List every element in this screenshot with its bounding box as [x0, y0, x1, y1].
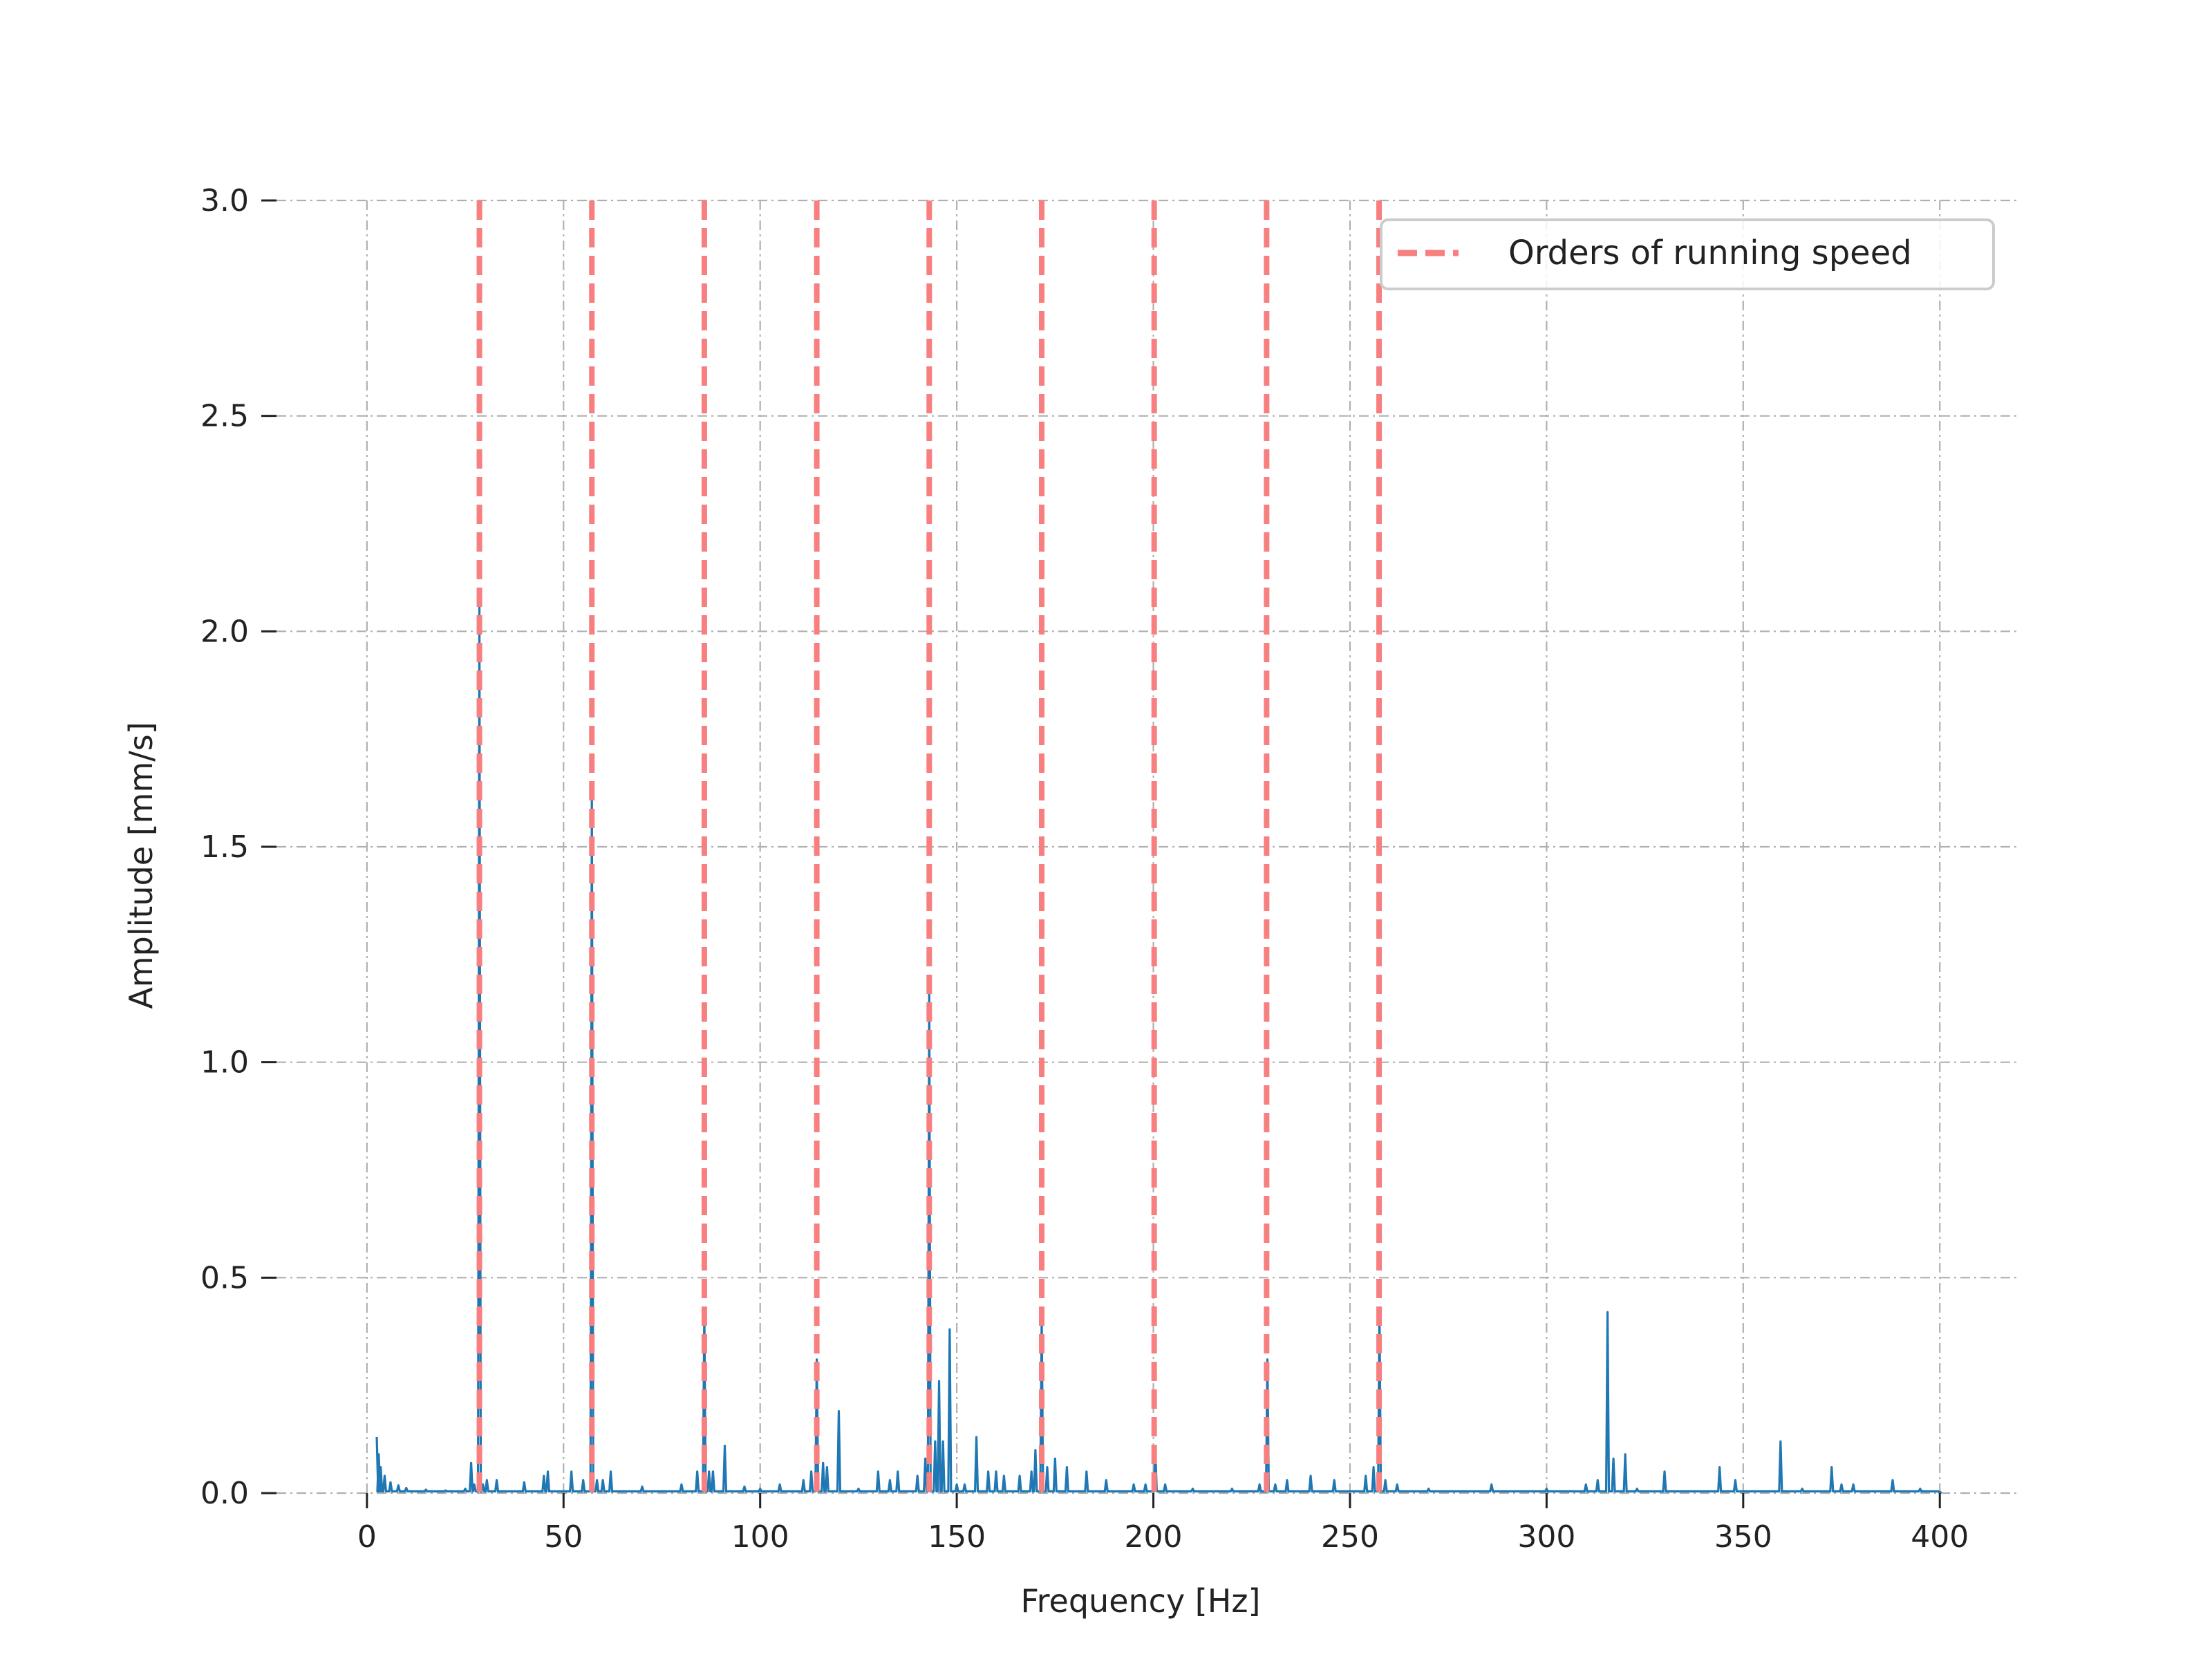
y-tick-label: 1.0 — [200, 1045, 249, 1080]
y-tick-label: 1.5 — [200, 830, 249, 865]
y-tick-label: 3.0 — [200, 183, 249, 218]
y-tick-label: 2.0 — [200, 614, 249, 649]
y-tick-label: 0.5 — [200, 1260, 249, 1295]
grid-layer — [276, 199, 2018, 1494]
order-lines-layer — [476, 200, 1382, 1493]
tick-layer: 0 50 100 150 200 250 300 350 400 0.0 0.5 1.0 1.5 2.0 2… — [200, 183, 1969, 1555]
x-tick-label: 200 — [1125, 1519, 1183, 1555]
x-tick-label: 100 — [731, 1519, 789, 1555]
x-tick-label: 350 — [1714, 1519, 1772, 1555]
x-axis-title: Frequency [Hz] — [1021, 1582, 1261, 1620]
x-tick-label: 250 — [1321, 1519, 1379, 1555]
x-tick-label: 400 — [1911, 1519, 1969, 1555]
x-tick-label: 0 — [357, 1519, 377, 1555]
legend-box — [1380, 218, 1995, 290]
x-tick-label: 300 — [1517, 1519, 1575, 1555]
y-tick-label: 0.0 — [200, 1476, 249, 1511]
y-tick-label: 2.5 — [200, 399, 249, 434]
y-axis-title: Amplitude [mm/s] — [122, 722, 160, 1009]
legend: Orders of running speed — [1380, 218, 1995, 290]
x-tick-label: 150 — [928, 1519, 986, 1555]
x-tick-label: 50 — [544, 1519, 583, 1555]
spectrum-line — [375, 604, 1942, 1494]
legend-label: Orders of running speed — [1508, 234, 1912, 272]
spectrum-layer — [375, 604, 1942, 1494]
